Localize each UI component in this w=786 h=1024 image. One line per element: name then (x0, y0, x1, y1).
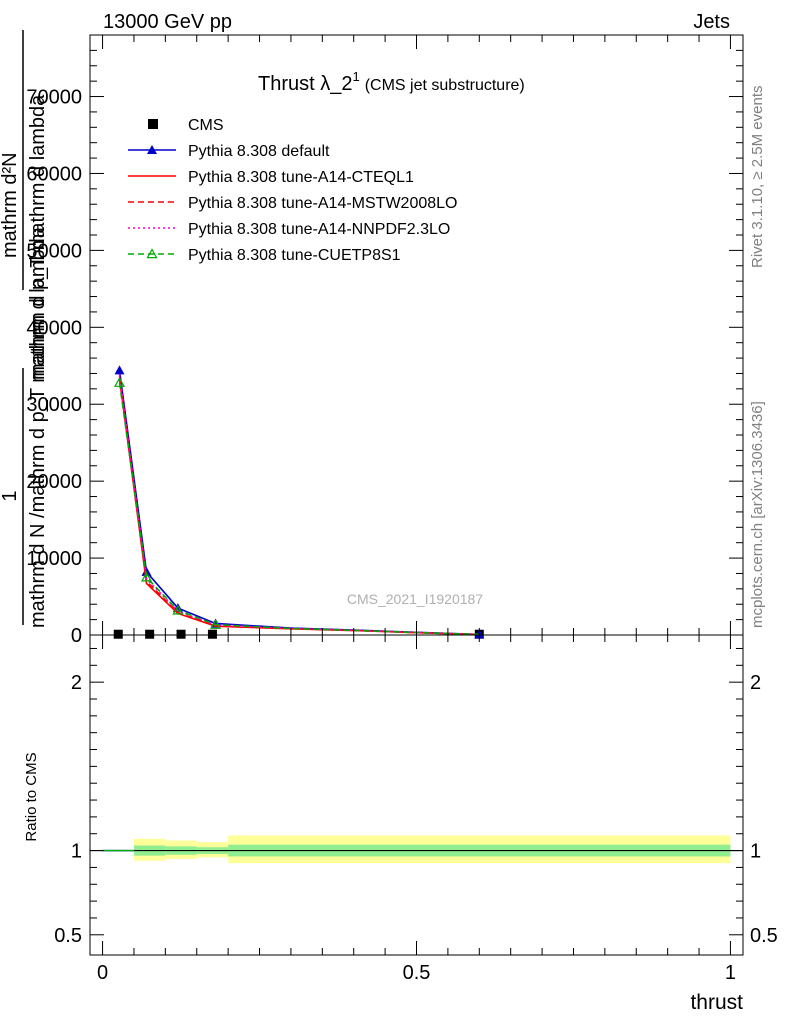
ratio-y-tick-label-right: 2 (750, 672, 761, 694)
main-plot-content (113, 365, 485, 639)
chart-title-superscript: 1 (352, 69, 359, 84)
legend-marker-cms (148, 119, 158, 129)
chart-title: Thrust λ_21 (CMS jet substructure) (258, 69, 525, 95)
main-y-tick-label: 60000 (26, 163, 82, 185)
legend-label: Pythia 8.308 tune-CUETP8S1 (188, 247, 401, 264)
main-y-tick-label: 40000 (26, 317, 82, 339)
category-label: Jets (693, 11, 730, 33)
main-y-tick-label: 70000 (26, 87, 82, 109)
series-marker (172, 604, 184, 615)
x-axis-label: thrust (690, 991, 743, 1014)
ylabel-line-2: mathrm d N /mathrm d p_T mathrm d lambda (27, 226, 49, 628)
series-marker (210, 618, 222, 629)
main-y-axis-label: 1 mathrm d N /mathrm d p_T mathrm d lamb… (0, 30, 49, 628)
legend-marker (147, 145, 157, 154)
ratio-y-tick-label-right: 0.5 (750, 925, 778, 947)
x-tick-label: 1 (725, 962, 736, 984)
cms-data-point (113, 629, 123, 639)
legend: CMS Pythia 8.308 default Pythia 8.308 tune… (128, 117, 457, 264)
x-tick-label: 0 (97, 962, 108, 984)
legend-label: CMS (188, 117, 224, 134)
chart-title-main: Thrust λ_2 (258, 73, 352, 95)
ylabel-line-3: mathrm d²N (0, 152, 21, 258)
ratio-y-tick-label: 2 (71, 672, 82, 694)
series-marker (114, 365, 125, 375)
legend-label: Pythia 8.308 tune-A14-NNPDF2.3LO (188, 221, 450, 238)
chart-subtitle: (CMS jet substructure) (365, 77, 525, 94)
main-y-tick-label: 0 (71, 625, 82, 647)
series-marker (113, 376, 126, 387)
main-y-tick-label: 50000 (26, 240, 82, 262)
ratio-y-tick-label-right: 1 (750, 841, 761, 863)
series-marker (141, 566, 152, 576)
ratio-y-tick-label: 0.5 (54, 925, 82, 947)
ratio-plot-panel: 0.5 0.5 1 1 2 2 0 0.5 1 Ratio to CMS thrust (23, 634, 778, 1014)
collision-label: 13000 GeV pp (103, 11, 232, 33)
legend-label: Pythia 8.308 default (188, 143, 330, 160)
legend-marker (146, 248, 158, 259)
series-line (118, 382, 480, 636)
ratio-plot-content (90, 835, 743, 864)
main-y-tick-label: 30000 (26, 394, 82, 416)
cms-data-point (207, 629, 217, 639)
ylabel-line-1: 1 (0, 490, 21, 501)
ratio-plot-frame (89, 634, 744, 956)
main-axis-ticks: 0 10000 20000 30000 40000 50000 60000 70000 (26, 34, 743, 647)
main-plot-panel: 0 10000 20000 30000 40000 50000 60000 70000 Thr… (0, 30, 744, 647)
x-tick-label: 0.5 (403, 962, 431, 984)
series-marker (140, 571, 153, 582)
ylabel-line-4: mathrm d p_T mathrm d lambda (27, 94, 49, 380)
cms-data-point (176, 629, 186, 639)
cms-data-point (145, 629, 155, 639)
analysis-watermark: CMS_2021_I1920187 (347, 591, 483, 607)
legend-label: Pythia 8.308 tune-A14-MSTW2008LO (188, 195, 457, 212)
ratio-y-tick-label: 1 (71, 841, 82, 863)
mcplots-label: mcplots.cern.ch [arXiv:1306.3436] (749, 401, 766, 628)
main-y-tick-label: 20000 (26, 471, 82, 493)
ratio-axis-ticks: 0.5 0.5 1 1 2 2 0 0.5 1 (54, 635, 778, 984)
rivet-version-label: Rivet 3.1.10, ≥ 2.5M events (749, 86, 766, 269)
main-y-tick-label: 10000 (26, 548, 82, 570)
legend-label: Pythia 8.308 tune-A14-CTEQL1 (188, 169, 414, 186)
ratio-y-axis-label: Ratio to CMS (23, 752, 40, 841)
